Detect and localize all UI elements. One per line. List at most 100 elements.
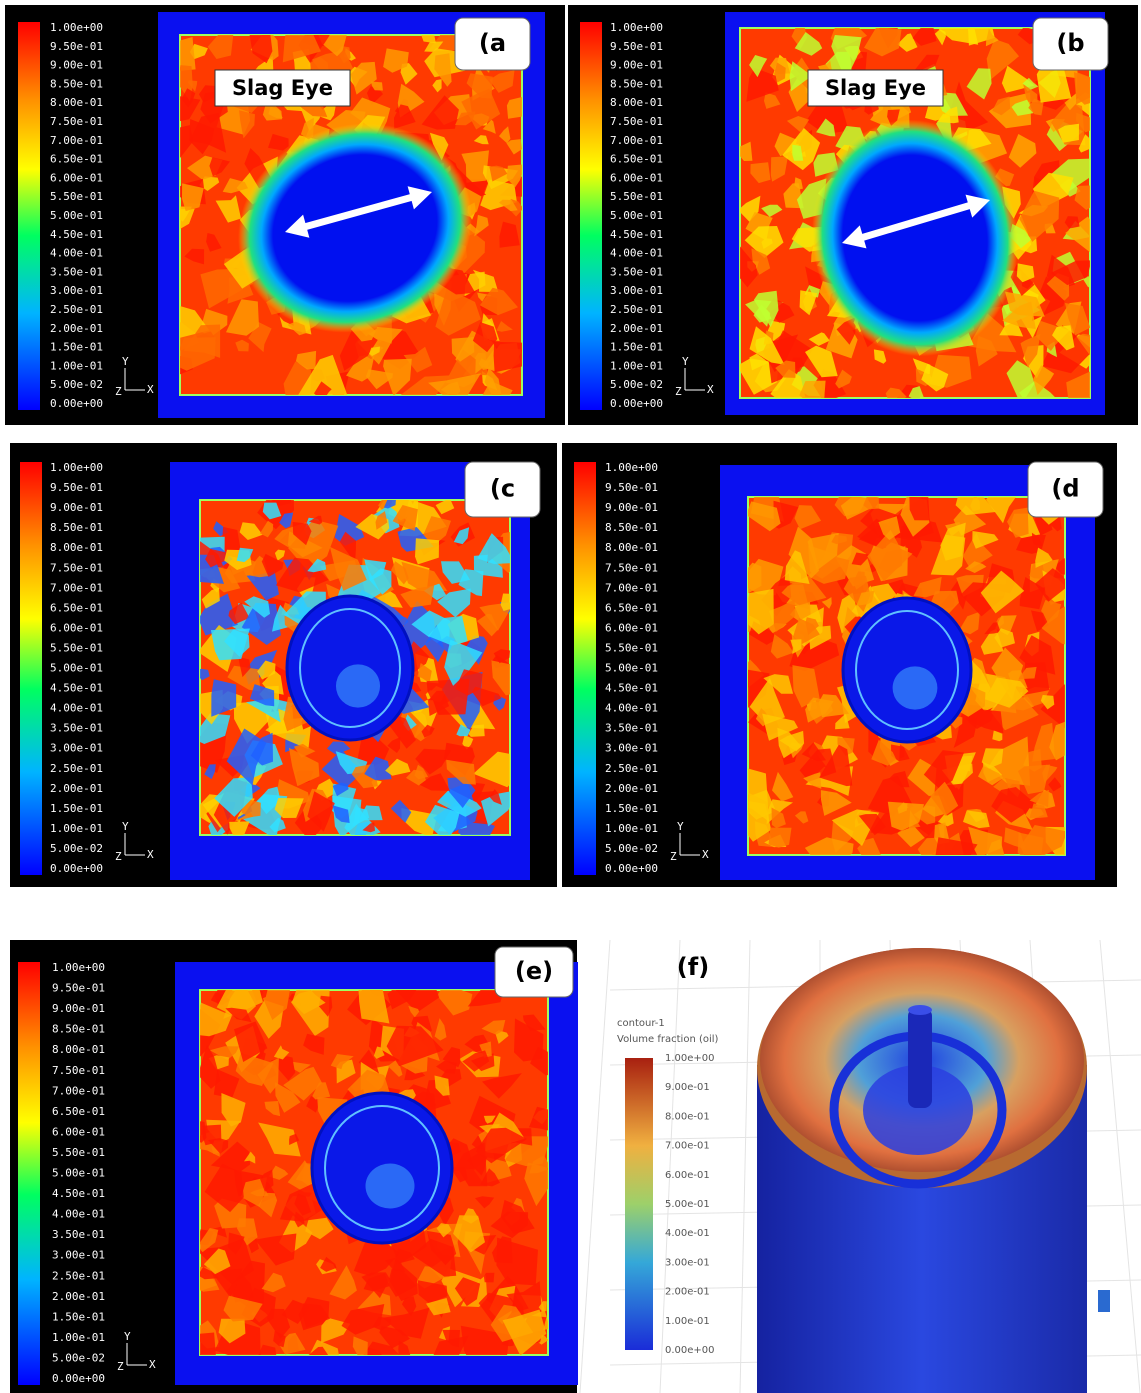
colorbar-tick-label: 1.00e-01 — [50, 359, 103, 372]
colorbar-tick-label: 4.50e-01 — [610, 228, 663, 241]
panel-label: (b — [1056, 29, 1084, 57]
panel: 1.00e+009.50e-019.00e-018.50e-018.00e-01… — [5, 5, 565, 425]
colorbar-tick-label: 1.50e-01 — [605, 802, 658, 815]
triad-label: Y — [124, 1330, 131, 1343]
colorbar-tick-label: 9.00e-01 — [610, 59, 663, 72]
colorbar-tick-label: 6.00e-01 — [50, 171, 103, 184]
colorbar-tick-label: 5.50e-01 — [605, 641, 658, 654]
colorbar-tick-label: 1.50e-01 — [52, 1310, 105, 1323]
colorbar-tick-label: 1.00e+00 — [50, 21, 103, 34]
triad-label: Z — [675, 385, 682, 398]
colorbar-tick-label: 4.50e-01 — [50, 682, 103, 695]
colorbar-tick-label: 3.50e-01 — [50, 722, 103, 735]
triad-label: Z — [670, 850, 677, 863]
colorbar-tick-label: 6.00e-01 — [610, 171, 663, 184]
colorbar-tick-label: 1.00e-01 — [52, 1331, 105, 1344]
triad-label: X — [147, 383, 154, 396]
annotation: Slag Eye — [825, 76, 926, 100]
colorbar-tick-label: 3.00e-01 — [605, 742, 658, 755]
triad-icon — [1098, 1290, 1110, 1312]
colorbar-tick-label: 1.00e+00 — [50, 461, 103, 474]
colorbar-tick-label: 9.50e-01 — [52, 982, 105, 995]
colorbar-tick-label: 4.50e-01 — [605, 682, 658, 695]
colorbar-tick-label: 4.00e-01 — [50, 702, 103, 715]
colorbar-tick-label: 8.00e-01 — [665, 1111, 710, 1122]
background-grid — [740, 940, 750, 1393]
colorbar-tick-label: 2.50e-01 — [50, 762, 103, 775]
colorbar-tick-label: 8.00e-01 — [605, 541, 658, 554]
colorbar-tick-label: 6.00e-01 — [605, 621, 658, 634]
legend-title: contour-1 — [617, 1018, 665, 1029]
colorbar-tick-label: 4.00e-01 — [50, 247, 103, 260]
background-grid — [580, 940, 610, 1393]
contour-patch — [484, 1273, 495, 1283]
colorbar-tick-label: 5.00e-01 — [50, 662, 103, 675]
colorbar-tick-label: 5.00e-02 — [605, 842, 658, 855]
colorbar-tick-label: 1.00e-01 — [50, 822, 103, 835]
colorbar-tick-label: 7.50e-01 — [50, 115, 103, 128]
colorbar-tick-label: 7.00e-01 — [605, 581, 658, 594]
ring-highlight — [893, 666, 938, 709]
colorbar-tick-label: 2.50e-01 — [610, 303, 663, 316]
colorbar-tick-label: 2.50e-01 — [52, 1269, 105, 1282]
colorbar-tick-label: 3.00e-01 — [50, 284, 103, 297]
colorbar-tick-label: 9.50e-01 — [50, 481, 103, 494]
colorbar-tick-label: 2.50e-01 — [50, 303, 103, 316]
colorbar-tick-label: 7.00e-01 — [50, 581, 103, 594]
colorbar-tick-label: 4.00e-01 — [610, 247, 663, 260]
colorbar-tick-label: 5.00e-01 — [50, 209, 103, 222]
colorbar-tick-label: 5.50e-01 — [50, 641, 103, 654]
colorbar-tick-label: 6.50e-01 — [50, 601, 103, 614]
colorbar-tick-label: 2.50e-01 — [605, 762, 658, 775]
colorbar-tick-label: 5.00e-02 — [50, 842, 103, 855]
colorbar-tick-label: 9.00e-01 — [50, 501, 103, 514]
colorbar-tick-label: 0.00e+00 — [610, 397, 663, 410]
colorbar-tick-label: 8.50e-01 — [50, 77, 103, 90]
colorbar-tick-label: 1.00e+00 — [605, 461, 658, 474]
colorbar-tick-label: 5.00e-01 — [605, 662, 658, 675]
colorbar — [625, 1058, 653, 1350]
colorbar-tick-label: 5.00e-02 — [50, 378, 103, 391]
colorbar — [18, 962, 40, 1385]
panel-label: (f) — [677, 953, 709, 981]
colorbar-tick-label: 3.00e-01 — [665, 1257, 710, 1268]
colorbar — [18, 22, 40, 410]
colorbar — [580, 22, 602, 410]
colorbar-tick-label: 2.00e-01 — [52, 1290, 105, 1303]
colorbar-tick-label: 3.50e-01 — [50, 265, 103, 278]
legend-subtitle: Volume fraction (oil) — [617, 1034, 719, 1045]
figure: 1.00e+00 9.50e-01 9.00e-01 8.50e-01 8.00e-01… — [0, 0, 1141, 1393]
colorbar-tick-label: 2.00e-01 — [605, 782, 658, 795]
colorbar-tick-label: 5.50e-01 — [610, 190, 663, 203]
triad-label: Z — [115, 385, 122, 398]
triad-label: Y — [122, 355, 129, 368]
colorbar-tick-label: 8.50e-01 — [605, 521, 658, 534]
colorbar-tick-label: 8.00e-01 — [610, 96, 663, 109]
panel-label: (e) — [515, 957, 553, 985]
triad-label: Z — [117, 1360, 124, 1373]
colorbar-tick-label: 7.50e-01 — [610, 115, 663, 128]
ring-highlight — [336, 664, 380, 707]
colorbar-tick-label: 6.00e-01 — [52, 1125, 105, 1138]
colorbar-tick-label: 9.50e-01 — [605, 481, 658, 494]
panel-label: (d — [1051, 475, 1079, 503]
panel: 1.00e+009.50e-019.00e-018.50e-018.00e-01… — [568, 1, 1138, 425]
colorbar-tick-label: 1.00e+00 — [665, 1053, 715, 1064]
colorbar-tick-label: 9.00e-01 — [665, 1082, 710, 1093]
triad-label: Z — [115, 850, 122, 863]
triad-label: X — [707, 383, 714, 396]
colorbar-tick-label: 3.50e-01 — [605, 722, 658, 735]
colorbar-tick-label: 8.50e-01 — [610, 77, 663, 90]
colorbar-tick-label: 5.00e-01 — [665, 1199, 710, 1210]
background-grid — [1100, 940, 1140, 1393]
colorbar-tick-label: 5.00e-01 — [610, 209, 663, 222]
colorbar-tick-label: 7.00e-01 — [665, 1141, 710, 1152]
shaft — [908, 1008, 932, 1108]
colorbar-tick-label: 1.50e-01 — [50, 802, 103, 815]
ring-highlight — [366, 1164, 415, 1209]
triad-label: X — [147, 848, 154, 861]
panel-label: (c — [490, 475, 515, 503]
colorbar-tick-label: 0.00e+00 — [50, 862, 103, 875]
colorbar-tick-label: 0.00e+00 — [52, 1372, 105, 1385]
colorbar-tick-label: 4.50e-01 — [50, 228, 103, 241]
